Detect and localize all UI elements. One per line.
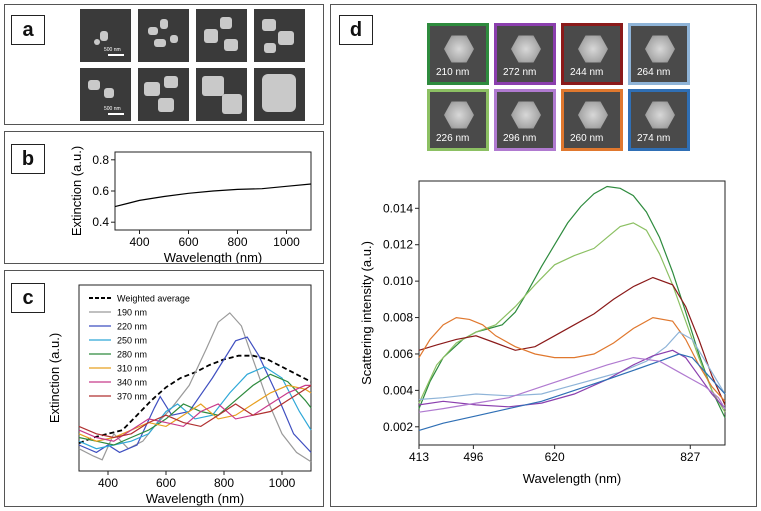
tile-size-label: 274 nm <box>637 133 671 144</box>
y-tick-label: 0.014 <box>383 201 413 215</box>
particle-image <box>511 35 541 63</box>
y-tick-label: 0.4 <box>92 215 109 229</box>
panel-b: b 400 600 800 1000 0.4 0.6 0.8 Wavelength (nm) E… <box>4 131 324 264</box>
series-line <box>418 356 726 413</box>
scale-bar-label: 500 nm <box>104 47 121 53</box>
particle-image <box>444 35 474 63</box>
sem-image <box>196 9 247 62</box>
series-line <box>114 183 312 208</box>
y-tick-label: 0.010 <box>383 274 413 288</box>
y-tick-label: 0.002 <box>383 420 413 434</box>
chart-c: 400 600 800 1000 Wavelength (nm) Extinction (… <box>47 284 312 506</box>
legend-label: 250 nm <box>117 336 147 346</box>
series-line <box>78 384 312 439</box>
particle-image <box>645 101 675 129</box>
tile-size-label: 226 nm <box>436 133 470 144</box>
y-tick-label: 0.6 <box>92 184 109 198</box>
series-line <box>78 336 312 454</box>
particle-image <box>444 101 474 129</box>
tile-size-label: 260 nm <box>570 133 604 144</box>
series-line <box>78 384 311 442</box>
legend-label: 340 nm <box>117 378 147 388</box>
y-axis-label: Extinction (a.u.) <box>47 333 62 423</box>
x-tick-label: 800 <box>214 476 234 490</box>
x-tick-label: 1000 <box>269 476 296 490</box>
series-line <box>78 366 312 450</box>
sem-image: 500 nm <box>80 9 131 62</box>
sem-image <box>138 68 189 121</box>
x-axis-label: Wavelength (nm) <box>146 491 245 506</box>
legend-label: Weighted average <box>117 294 190 304</box>
scale-bar-label: 500 nm <box>104 106 121 112</box>
x-axis-label: Wavelength (nm) <box>164 250 263 263</box>
y-tick-label: 0.012 <box>383 238 413 252</box>
plot-frame <box>78 284 312 472</box>
particle-image <box>578 35 608 63</box>
x-tick-label: 827 <box>680 450 700 464</box>
y-tick-label: 0.8 <box>92 153 109 167</box>
panel-label-a: a <box>11 15 45 45</box>
x-tick-label: 620 <box>545 450 565 464</box>
particle-image <box>578 101 608 129</box>
sem-tile: 260 nm <box>561 89 623 151</box>
sem-tile: 272 nm <box>494 23 556 85</box>
series-line <box>78 384 312 442</box>
sem-image: 500 nm <box>80 68 131 121</box>
x-tick-label: 413 <box>409 450 429 464</box>
x-tick-label: 800 <box>227 235 247 249</box>
series-line <box>418 316 726 402</box>
x-tick-label: 600 <box>156 476 176 490</box>
sem-tile: 210 nm <box>427 23 489 85</box>
panel-label-b: b <box>11 144 45 174</box>
y-tick-label: 0.004 <box>383 383 413 397</box>
sem-tile: 296 nm <box>494 89 556 151</box>
plot-frame <box>418 180 726 446</box>
legend-label: 280 nm <box>117 350 147 360</box>
x-tick-label: 1000 <box>273 235 300 249</box>
chart-b: 400 600 800 1000 0.4 0.6 0.8 Wavelength (nm) Ext… <box>69 146 312 263</box>
tile-size-label: 296 nm <box>503 133 537 144</box>
series-line <box>78 354 312 444</box>
sem-image <box>254 9 305 62</box>
y-tick-label: 0.006 <box>383 347 413 361</box>
tile-size-label: 264 nm <box>637 67 671 78</box>
legend-label: 190 nm <box>117 308 147 318</box>
sem-tile: 226 nm <box>427 89 489 151</box>
series-line <box>418 276 726 406</box>
chart-d: 413 496 620 827 0.002 0.004 0.006 0.008 0.010 0.0… <box>359 180 726 486</box>
series-line <box>418 331 726 401</box>
legend-label: 220 nm <box>117 322 147 332</box>
sem-tile: 274 nm <box>628 89 690 151</box>
sem-image <box>254 68 305 121</box>
x-axis-label: Wavelength (nm) <box>523 471 622 486</box>
particle-image <box>511 101 541 129</box>
x-tick-label: 496 <box>463 450 483 464</box>
x-tick-label: 400 <box>129 235 149 249</box>
series-line <box>418 222 726 413</box>
y-tick-label: 0.008 <box>383 311 413 325</box>
tile-size-label: 244 nm <box>570 67 604 78</box>
tile-size-label: 210 nm <box>436 67 470 78</box>
legend-label: 370 nm <box>117 392 147 402</box>
series-line <box>78 312 312 463</box>
panel-label-c: c <box>11 283 45 313</box>
sem-tile: 264 nm <box>628 23 690 85</box>
sem-tile: 244 nm <box>561 23 623 85</box>
panel-d: d 210 nm 272 nm 244 nm 264 nm 226 nm 296 nm 26… <box>330 4 757 507</box>
y-axis-label: Extinction (a.u.) <box>69 146 84 236</box>
panel-a: a 500 nm 500 nm <box>4 4 324 125</box>
x-tick-label: 600 <box>178 235 198 249</box>
x-tick-label: 400 <box>98 476 118 490</box>
series-line <box>418 349 726 410</box>
particle-image <box>645 35 675 63</box>
series-line <box>418 353 726 431</box>
sem-image <box>138 9 189 62</box>
panel-label-d: d <box>339 15 373 45</box>
panel-c: c 400 600 800 1000 Wavelength (nm) Extinction… <box>4 270 324 507</box>
y-axis-label: Scattering intensity (a.u.) <box>359 241 374 385</box>
tile-size-label: 272 nm <box>503 67 537 78</box>
legend-label: 310 nm <box>117 364 147 374</box>
sem-image <box>196 68 247 121</box>
